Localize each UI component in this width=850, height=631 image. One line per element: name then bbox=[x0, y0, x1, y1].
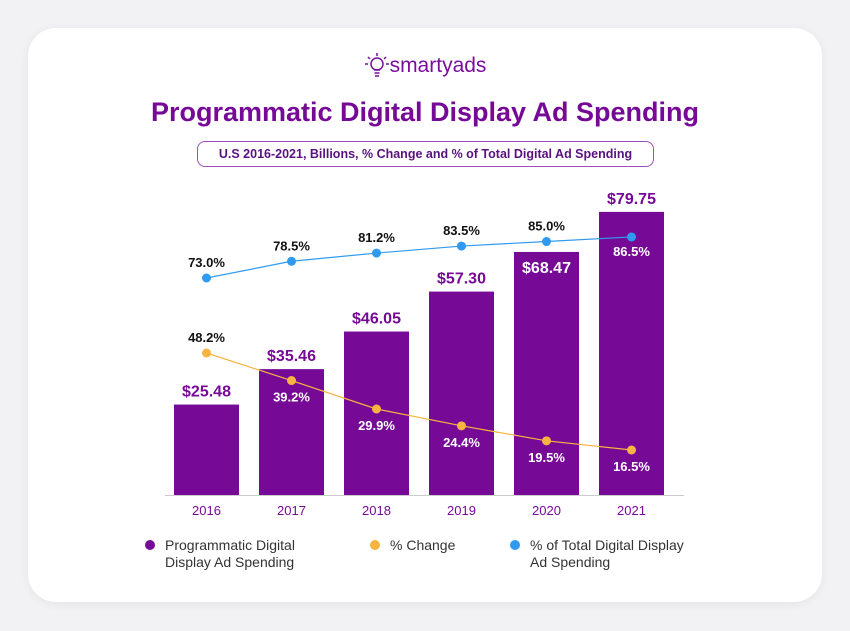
total-pct-label: 83.5% bbox=[443, 223, 480, 238]
legend-label: % of Total Digital Display bbox=[530, 537, 684, 553]
point-change bbox=[627, 445, 636, 455]
bar-value-label: $46.05 bbox=[352, 311, 401, 328]
total-pct-label: 78.5% bbox=[273, 238, 310, 253]
chart-title: Programmatic Digital Display Ad Spending bbox=[150, 97, 700, 127]
x-tick-label: 2018 bbox=[362, 503, 391, 518]
legend-label: % Change bbox=[390, 537, 456, 553]
legend-label: Programmatic Digital bbox=[165, 537, 295, 553]
logo: smartyads bbox=[0, 52, 850, 80]
total-pct-label: 73.0% bbox=[188, 255, 225, 270]
legend-dot-blue bbox=[510, 540, 520, 550]
change-pct-label: 48.2% bbox=[188, 330, 225, 345]
bar-2020 bbox=[514, 251, 579, 495]
legend-item-change: % Change bbox=[370, 537, 456, 554]
point-total bbox=[627, 232, 636, 242]
bar-value-label: $68.47 bbox=[522, 260, 571, 277]
change-pct-label: 29.9% bbox=[358, 418, 395, 433]
change-pct-label: 39.2% bbox=[273, 390, 310, 405]
bar-value-label: $25.48 bbox=[182, 384, 231, 401]
point-change bbox=[372, 404, 381, 414]
chart-card bbox=[28, 28, 822, 602]
total-pct-label: 81.2% bbox=[358, 230, 395, 245]
legend-label: Display Ad Spending bbox=[165, 554, 295, 570]
lightbulb-icon bbox=[364, 53, 389, 77]
chart-subtitle: U.S 2016-2021, Billions, % Change and % … bbox=[197, 141, 654, 167]
point-change bbox=[202, 348, 211, 358]
bar-2017 bbox=[259, 369, 324, 495]
line-total bbox=[206, 236, 632, 279]
legend-dot-purple bbox=[145, 540, 155, 550]
x-tick-label: 2021 bbox=[617, 503, 646, 518]
change-pct-label: 19.5% bbox=[528, 450, 565, 465]
logo-text: smartyads bbox=[389, 54, 487, 77]
point-change bbox=[542, 436, 551, 446]
bar-value-label: $57.30 bbox=[437, 271, 486, 288]
point-total bbox=[457, 241, 466, 251]
bar-value-label: $79.75 bbox=[607, 191, 656, 208]
change-pct-label: 24.4% bbox=[443, 435, 480, 450]
legend-item-total: % of Total Digital Display Ad Spending bbox=[510, 537, 684, 571]
x-tick-label: 2019 bbox=[447, 503, 476, 518]
legend-item-spending: Programmatic Digital Display Ad Spending bbox=[145, 537, 295, 571]
point-total bbox=[202, 273, 211, 283]
bar-value-label: $35.46 bbox=[267, 348, 316, 365]
line-change bbox=[206, 352, 632, 451]
legend-dot-orange bbox=[370, 540, 380, 550]
total-pct-label: 85.0% bbox=[528, 219, 565, 234]
legend-label: Ad Spending bbox=[530, 554, 611, 570]
x-tick-label: 2017 bbox=[277, 503, 306, 518]
point-change bbox=[457, 421, 466, 431]
bar-2019 bbox=[429, 291, 494, 495]
point-total bbox=[287, 256, 296, 266]
point-total bbox=[542, 237, 551, 247]
x-tick-label: 2020 bbox=[532, 503, 561, 518]
x-tick-label: 2016 bbox=[192, 503, 221, 518]
point-total bbox=[372, 248, 381, 258]
point-change bbox=[287, 376, 296, 386]
bar-2016 bbox=[174, 404, 239, 495]
change-pct-label: 16.5% bbox=[613, 459, 650, 474]
total-pct-label: 86.5% bbox=[613, 244, 650, 259]
